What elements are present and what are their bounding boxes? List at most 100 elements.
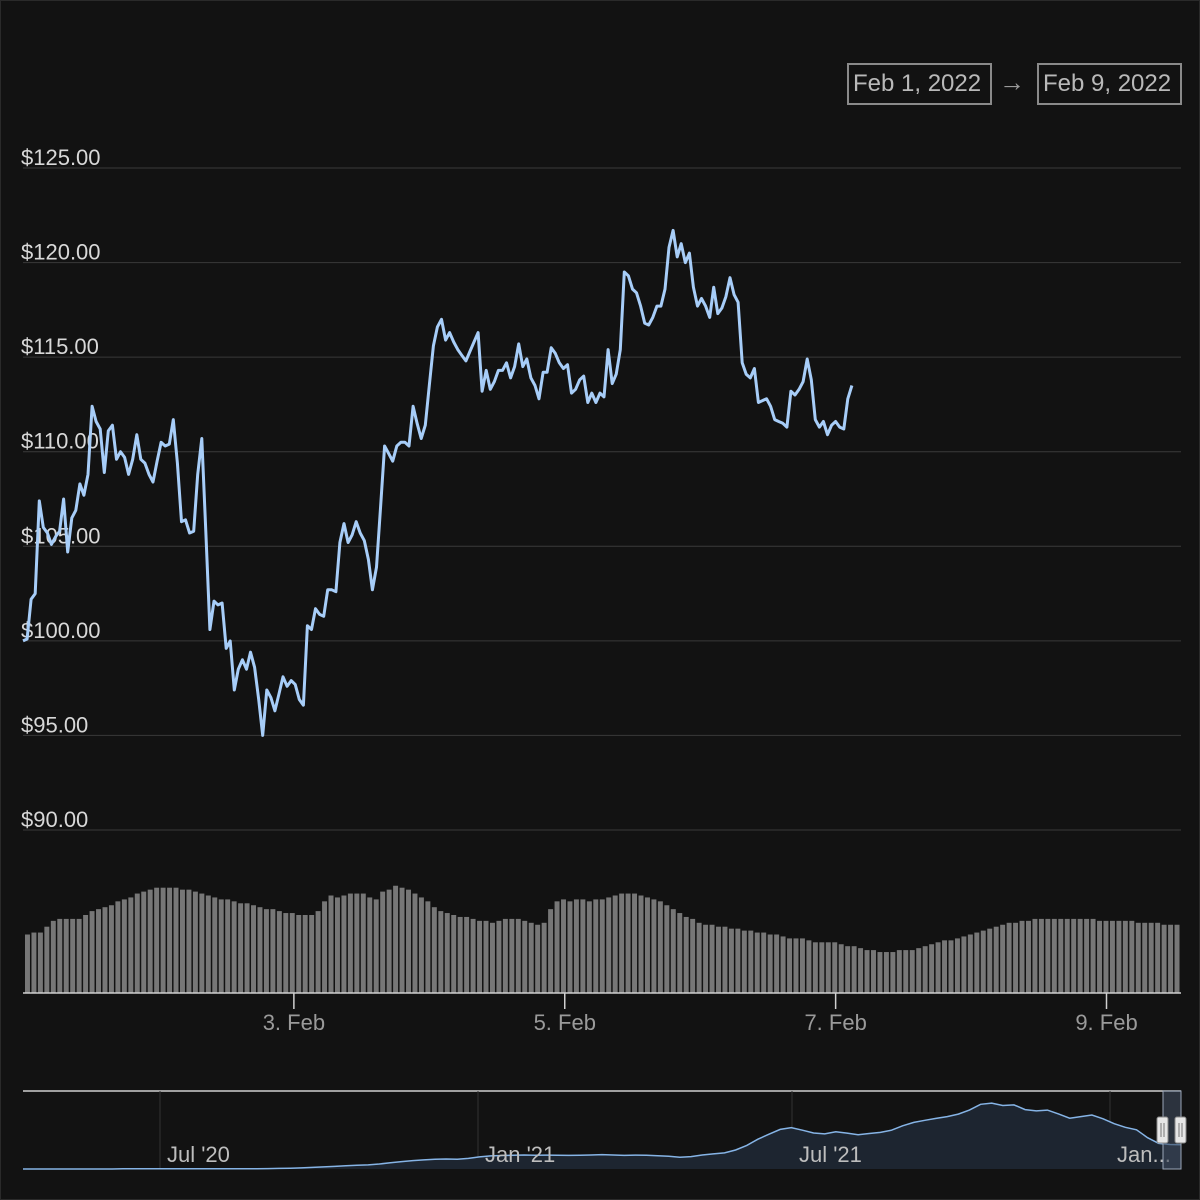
volume-bar bbox=[948, 940, 954, 993]
range-to-input[interactable]: Feb 9, 2022 bbox=[1037, 63, 1182, 105]
volume-bar bbox=[709, 924, 715, 993]
price-series-line[interactable] bbox=[22, 228, 854, 737]
volume-bar bbox=[677, 913, 683, 993]
volume-bar bbox=[121, 899, 127, 993]
volume-bar bbox=[451, 915, 457, 993]
range-from-input[interactable]: Feb 1, 2022 bbox=[847, 63, 992, 105]
volume-bar bbox=[793, 938, 799, 993]
volume-bar bbox=[832, 942, 838, 993]
volume-bar bbox=[334, 897, 340, 993]
volume-bar bbox=[625, 893, 631, 993]
volume-bar bbox=[1168, 924, 1174, 993]
volume-bar bbox=[515, 918, 521, 993]
volume-bar bbox=[470, 918, 476, 993]
volume-bar bbox=[916, 948, 922, 993]
volume-bar bbox=[179, 889, 185, 993]
volume-bar bbox=[257, 907, 263, 993]
volume-bar bbox=[696, 922, 702, 993]
volume-bar bbox=[1032, 918, 1038, 993]
volume-bar bbox=[31, 932, 37, 993]
volume-bar bbox=[115, 901, 121, 993]
volume-bar bbox=[367, 897, 373, 993]
volume-bar bbox=[289, 913, 295, 993]
y-gridlines bbox=[23, 167, 1181, 831]
volume-bar bbox=[154, 887, 160, 993]
volume-bar bbox=[1064, 918, 1070, 993]
navigator-tick-label: Jan '21 bbox=[485, 1142, 555, 1167]
volume-bar bbox=[922, 946, 928, 993]
y-tick-label: $120.00 bbox=[21, 240, 101, 265]
volume-bar bbox=[1097, 920, 1102, 993]
volume-bar bbox=[309, 915, 315, 993]
volume-bar bbox=[1135, 922, 1141, 993]
navigator[interactable]: Jul '20 Jan '21 Jul '21 Jan... bbox=[23, 1090, 1187, 1170]
volume-bar bbox=[980, 930, 986, 993]
volume-bar bbox=[1045, 918, 1051, 993]
volume-bar bbox=[457, 916, 463, 993]
volume-bar bbox=[741, 930, 747, 993]
volume-bar bbox=[425, 901, 431, 993]
volume-bar bbox=[83, 915, 89, 993]
volume-bar bbox=[825, 942, 831, 993]
volume-bar bbox=[593, 899, 599, 993]
volume-bar bbox=[270, 909, 276, 993]
volume-bar bbox=[787, 938, 793, 993]
volume-bar bbox=[1155, 922, 1161, 993]
y-tick-label: $100.00 bbox=[21, 618, 101, 643]
volume-bar bbox=[606, 897, 612, 993]
volume-bar bbox=[418, 897, 424, 993]
volume-bar bbox=[225, 899, 231, 993]
volume-bar bbox=[664, 905, 670, 993]
volume-bar bbox=[961, 936, 967, 993]
volume-bar bbox=[871, 950, 876, 993]
volume-bar bbox=[954, 938, 960, 993]
volume-bar bbox=[683, 916, 689, 993]
volume-bar bbox=[877, 952, 883, 993]
volume-bar bbox=[883, 952, 889, 993]
volume-bar bbox=[25, 934, 30, 993]
volume-bar bbox=[858, 948, 864, 993]
volume-bar bbox=[967, 934, 973, 993]
volume-bar bbox=[1103, 920, 1109, 993]
volume-bar bbox=[186, 889, 192, 993]
volume-bar bbox=[76, 918, 82, 993]
volume-bar bbox=[406, 889, 411, 993]
volume-bar bbox=[386, 889, 392, 993]
volume-bar bbox=[263, 909, 269, 993]
volume-bar bbox=[1019, 920, 1025, 993]
navigator-handle-left[interactable] bbox=[1156, 1116, 1169, 1144]
volume-bar bbox=[464, 916, 470, 993]
volume-bar bbox=[509, 918, 515, 993]
volume-bar bbox=[302, 915, 308, 993]
volume-bar bbox=[399, 887, 405, 993]
x-axis: 3. Feb 5. Feb 7. Feb 9. Feb bbox=[263, 993, 1138, 1035]
volume-bar bbox=[735, 928, 741, 993]
volume-bar bbox=[251, 905, 256, 993]
volume-bar bbox=[1026, 920, 1031, 993]
volume-bar bbox=[483, 920, 489, 993]
volume-bar bbox=[580, 899, 586, 993]
volume-bar bbox=[541, 922, 547, 993]
volume-bar bbox=[1122, 920, 1128, 993]
volume-bar bbox=[993, 926, 999, 993]
volume-bar bbox=[63, 918, 69, 993]
volume-bar bbox=[1109, 920, 1115, 993]
volume-bar bbox=[974, 932, 980, 993]
volume-bar bbox=[612, 895, 618, 993]
volume-bar bbox=[1051, 918, 1057, 993]
volume-bar bbox=[670, 909, 676, 993]
navigator-tick-label: Jan... bbox=[1117, 1142, 1171, 1167]
volume-bar bbox=[619, 893, 625, 993]
volume-bar bbox=[283, 913, 289, 993]
y-tick-label: $90.00 bbox=[21, 807, 88, 832]
volume-bar bbox=[393, 885, 399, 993]
volume-bar bbox=[586, 901, 592, 993]
volume-bar bbox=[231, 901, 237, 993]
volume-bar bbox=[477, 920, 483, 993]
volume-bar bbox=[929, 944, 935, 993]
volume-bar bbox=[599, 899, 605, 993]
volume-bar bbox=[315, 911, 321, 993]
navigator-handle-right[interactable] bbox=[1174, 1116, 1187, 1144]
volume-bar bbox=[96, 909, 101, 993]
